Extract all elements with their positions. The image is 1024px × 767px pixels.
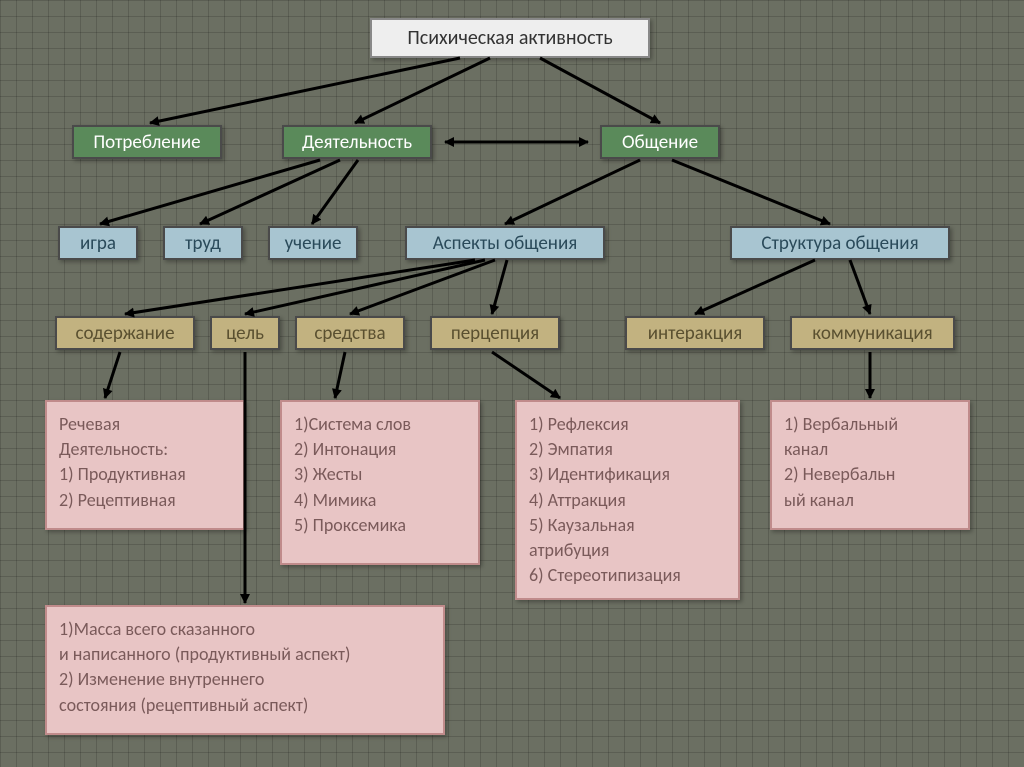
text: Речевая Деятельность: 1) Продуктивная 2)… — [59, 413, 186, 511]
label: перцепция — [451, 322, 539, 345]
node-labor: труд — [163, 226, 243, 260]
detail-means: 1)Система слов 2) Интонация 3) Жесты 4) … — [280, 400, 480, 565]
node-perception: перцепция — [430, 316, 560, 350]
text: 1) Рефлексия 2) Эмпатия 3) Идентификация… — [529, 413, 681, 586]
node-comm: коммуникация — [790, 316, 955, 350]
node-activity: Деятельность — [282, 125, 432, 159]
label: цель — [226, 322, 264, 345]
label: интеракция — [648, 322, 743, 345]
node-interaction: интеракция — [625, 316, 765, 350]
node-game: игра — [58, 226, 138, 260]
root-node: Психическая активность — [370, 18, 650, 58]
label: труд — [185, 232, 221, 255]
detail-channels: 1) Вербальный канал 2) Невербальн ый кан… — [770, 400, 970, 530]
label: Аспекты общения — [433, 232, 577, 255]
label: Структура общения — [761, 232, 918, 255]
node-content: содержание — [55, 316, 195, 350]
label: Деятельность — [302, 131, 412, 154]
node-communication: Общение — [600, 125, 720, 159]
label: игра — [80, 232, 116, 255]
node-aspects: Аспекты общения — [405, 226, 605, 260]
root-label: Психическая активность — [407, 26, 612, 50]
node-consumption: Потребление — [72, 125, 222, 159]
node-means: средства — [295, 316, 405, 350]
node-goal: цель — [210, 316, 280, 350]
detail-perception: 1) Рефлексия 2) Эмпатия 3) Идентификация… — [515, 400, 740, 600]
text: 1)Система слов 2) Интонация 3) Жесты 4) … — [294, 413, 411, 536]
label: Потребление — [93, 131, 200, 154]
label: содержание — [75, 322, 174, 345]
label: Общение — [622, 131, 698, 154]
label: средства — [314, 322, 385, 345]
node-structure: Структура общения — [730, 226, 950, 260]
node-learning: учение — [268, 226, 358, 260]
detail-goal: 1)Масса всего сказанного и написанного (… — [45, 605, 445, 735]
text: 1) Вербальный канал 2) Невербальн ый кан… — [784, 413, 898, 511]
text: 1)Масса всего сказанного и написанного (… — [59, 618, 350, 716]
label: учение — [285, 232, 342, 255]
detail-speech-activity: Речевая Деятельность: 1) Продуктивная 2)… — [45, 400, 245, 530]
label: коммуникация — [812, 322, 932, 345]
